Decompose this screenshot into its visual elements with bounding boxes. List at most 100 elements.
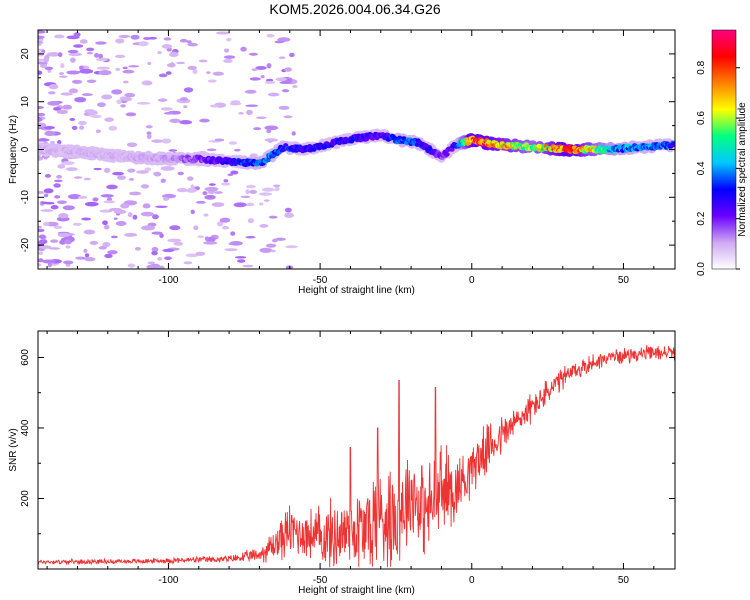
spectrogram-noise-cell — [81, 93, 93, 97]
spectrogram-noise-cell — [234, 148, 241, 152]
spectrogram-noise-cell — [101, 209, 109, 213]
spectrogram-noise-cell — [44, 174, 51, 178]
spectrogram-noise-cell — [259, 247, 273, 253]
spectrogram-noise-cell — [56, 200, 67, 205]
chart-title: KOM5.2026.004.06.34.G26 — [269, 1, 440, 17]
spectrogram-noise-cell — [122, 66, 128, 70]
spectrogram-noise-cell — [67, 49, 79, 54]
spectrogram-noise-cell — [224, 48, 230, 53]
spectrogram-noise-cell — [103, 167, 111, 174]
spectrogram-noise-cell — [53, 179, 63, 183]
spectrogram-noise-cell — [70, 57, 76, 63]
spectrogram-noise-cell — [292, 85, 298, 88]
spectrogram-noise-cell — [249, 153, 258, 158]
spectrogram-noise-cell — [38, 70, 43, 76]
spectrogram-noise-cell — [204, 194, 216, 200]
spectrogram-noise-cell — [114, 54, 126, 59]
spectrogram-noise-cell — [245, 109, 253, 116]
spectrogram-noise-cell — [206, 148, 217, 152]
spectrogram-noise-cell — [56, 109, 69, 115]
spectrogram-noise-cell — [96, 66, 110, 70]
spectrogram-noise-cell — [203, 213, 209, 217]
spectrogram-noise-cell — [206, 71, 211, 74]
spectrogram-noise-cell — [198, 59, 208, 63]
spectrogram-noise-cell — [264, 80, 276, 84]
spectrogram-y-ticks: -20 -10 0 10 20 — [20, 29, 675, 270]
snr-x-ticks: -100 -50 0 50 — [46, 331, 655, 586]
spectrogram-noise-cell — [38, 30, 46, 34]
spectrogram-noise-cell — [249, 77, 261, 81]
spectrogram-ridge-cell — [671, 142, 675, 147]
spectrogram-noise-cell — [281, 89, 290, 93]
spectrogram-noise-cell — [97, 102, 106, 108]
spectrogram-noise-cell — [177, 171, 184, 176]
spectrogram-noise-cell — [104, 117, 114, 122]
spectrogram-noise-cell — [73, 32, 81, 38]
spectrogram-noise-cell — [103, 224, 110, 230]
spectrogram-noise-cell — [147, 261, 156, 265]
snr-x-tick-label: -50 — [313, 575, 328, 586]
spectrogram-noise-cell — [190, 209, 195, 215]
spectrogram-y-tick-label: -10 — [20, 190, 31, 205]
spectrogram-noise-cell — [197, 235, 204, 238]
colorbar-ticks: 0.0 0.2 0.4 0.6 0.8 — [696, 60, 740, 276]
spectrogram-noise-cell — [107, 250, 118, 255]
spectrogram-noise-cell — [166, 63, 176, 68]
spectrogram-noise-cell — [62, 104, 73, 110]
spectrogram-noise-cell — [38, 228, 45, 233]
spectrogram-noise-cell — [256, 116, 267, 120]
spectrogram-ridge-cell — [427, 146, 433, 152]
spectrogram-noise-cell — [157, 50, 162, 55]
spectrogram-noise-cell — [268, 215, 278, 219]
spectrogram-noise-cell — [165, 71, 172, 75]
spectrogram-noise-cell — [145, 82, 153, 85]
spectrogram-noise-cell — [73, 176, 83, 179]
spectrogram-noise-cell — [120, 96, 133, 102]
spectrogram-noise-cell — [81, 217, 92, 221]
spectrogram-noise-cell — [56, 140, 62, 145]
spectrogram-noise-cell — [255, 65, 267, 70]
spectrogram-noise-cell — [176, 188, 189, 193]
spectrogram-noise-cell — [273, 184, 281, 188]
spectrogram-noise-cell — [38, 106, 45, 109]
spectrogram-noise-cell — [192, 69, 198, 74]
colorbar-tick-label: 0.0 — [696, 262, 707, 276]
snr-y-tick-label: 600 — [20, 349, 31, 366]
spectrogram-noise-cell — [186, 187, 197, 193]
spectrogram-noise-cell — [53, 106, 62, 111]
spectrogram-x-tick-label: -50 — [313, 275, 328, 286]
spectrogram-noise-cell — [50, 239, 59, 243]
spectrogram-noise-cell — [104, 253, 113, 259]
snr-y-tick-label: 200 — [20, 490, 31, 507]
spectrogram-noise-cell — [83, 229, 96, 235]
spectrogram-noise-cell — [98, 69, 112, 76]
spectrogram-noise-cell — [108, 125, 118, 131]
spectrogram-noise-cell — [43, 193, 49, 198]
spectrogram-noise-cell — [115, 221, 127, 227]
spectrogram-y-tick-label: 20 — [20, 48, 31, 60]
spectrogram-noise-cell — [155, 205, 168, 209]
spectrogram-noise-cell — [270, 249, 276, 253]
spectrogram-noise-cell — [278, 105, 290, 110]
spectrogram-noise-cell — [65, 245, 71, 249]
spectrogram-noise-cell — [193, 225, 199, 231]
spectrogram-noise-cell — [58, 212, 69, 219]
spectrogram-noise-cell — [98, 246, 107, 250]
spectrogram-noise-cell — [227, 173, 234, 177]
spectrogram-noise-cell — [247, 218, 255, 224]
spectrogram-noise-cell — [265, 243, 277, 248]
spectrogram-noise-cell — [226, 37, 232, 42]
spectrogram-noise-cell — [38, 258, 44, 263]
spectrogram-noise-cell — [267, 92, 280, 97]
spectrogram-noise-cell — [260, 75, 265, 79]
spectrogram-noise-cell — [140, 184, 150, 189]
spectrogram-noise-cell — [161, 138, 172, 144]
spectrogram-noise-cell — [108, 207, 123, 212]
spectrogram-noise-cell — [127, 168, 136, 173]
spectrogram-noise-cell — [53, 225, 63, 229]
spectrogram-noise-cell — [187, 176, 194, 181]
spectrogram-noise-cell — [160, 107, 173, 111]
spectrogram-noise-cell — [54, 195, 61, 199]
spectrogram-y-tick-label: 10 — [20, 96, 31, 108]
spectrogram-noise-cell — [86, 79, 97, 83]
